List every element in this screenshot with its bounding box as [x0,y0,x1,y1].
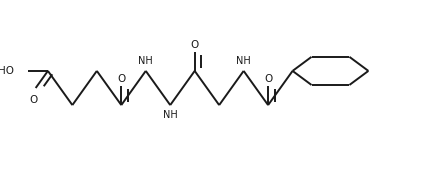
Text: NH: NH [236,56,251,66]
Text: HO: HO [0,66,14,76]
Text: O: O [264,74,272,84]
Text: O: O [191,40,199,50]
Text: NH: NH [138,56,153,66]
Text: O: O [30,95,38,105]
Text: O: O [117,74,126,84]
Text: NH: NH [163,110,177,120]
